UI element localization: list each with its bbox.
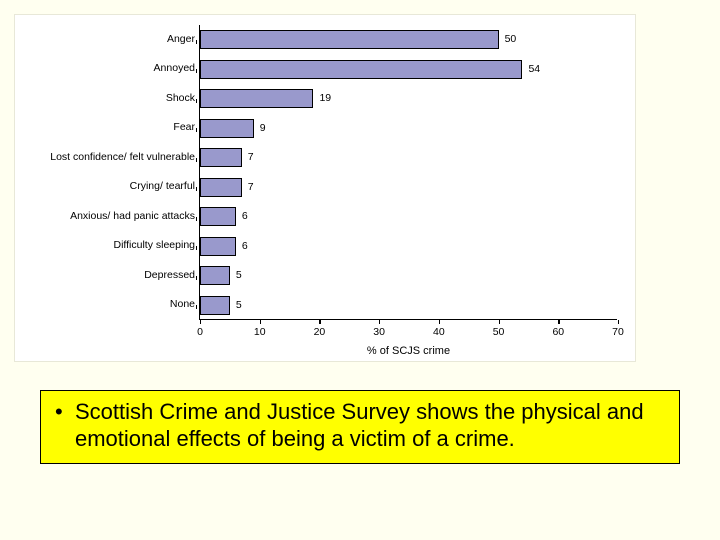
bar [200, 119, 254, 138]
bar-row: 54 [200, 55, 617, 85]
plot-area: % of SCJS crime 505419977665501020304050… [199, 25, 617, 320]
bar-value-label: 6 [238, 237, 248, 256]
bar-row: 7 [200, 173, 617, 203]
x-tick-label: 50 [493, 326, 505, 338]
category-label: Fear [15, 122, 195, 134]
x-tick-label: 60 [552, 326, 564, 338]
bar-value-label: 50 [501, 30, 517, 49]
bar [200, 30, 499, 49]
bar [200, 296, 230, 315]
category-label: Crying/ tearful [15, 181, 195, 193]
bar-row: 50 [200, 25, 617, 55]
x-axis-label: % of SCJS crime [367, 345, 450, 357]
bar [200, 207, 236, 226]
category-label: Lost confidence/ felt vulnerable [15, 152, 195, 164]
bar [200, 178, 242, 197]
bar-row: 19 [200, 84, 617, 114]
x-tick-label: 40 [433, 326, 445, 338]
bar-value-label: 6 [238, 207, 248, 226]
bar-row: 6 [200, 202, 617, 232]
chart-container: % of SCJS crime 505419977665501020304050… [14, 14, 636, 362]
x-tick-label: 70 [612, 326, 624, 338]
bar [200, 266, 230, 285]
x-tick-label: 20 [314, 326, 326, 338]
bar [200, 237, 236, 256]
caption-box: Scottish Crime and Justice Survey shows … [40, 390, 680, 464]
bar-value-label: 7 [244, 178, 254, 197]
bar [200, 60, 522, 79]
bar [200, 148, 242, 167]
category-label: Anxious/ had panic attacks [15, 211, 195, 223]
category-label: Anger [15, 34, 195, 46]
bar-value-label: 9 [256, 119, 266, 138]
category-label: Difficulty sleeping [15, 240, 195, 252]
bar-value-label: 19 [315, 89, 331, 108]
caption-bullet: Scottish Crime and Justice Survey shows … [53, 399, 667, 453]
category-label: Depressed [15, 270, 195, 282]
bar [200, 89, 313, 108]
bar-row: 5 [200, 291, 617, 321]
bar-value-label: 54 [524, 60, 540, 79]
bar-value-label: 7 [244, 148, 254, 167]
category-label: Annoyed [15, 63, 195, 75]
bar-row: 9 [200, 114, 617, 144]
bar-row: 6 [200, 232, 617, 262]
bar-row: 5 [200, 261, 617, 291]
category-label: None [15, 299, 195, 311]
bar-value-label: 5 [232, 296, 242, 315]
x-tick-label: 10 [254, 326, 266, 338]
category-label: Shock [15, 93, 195, 105]
x-tick-label: 30 [373, 326, 385, 338]
x-tick-label: 0 [197, 326, 203, 338]
bar-value-label: 5 [232, 266, 242, 285]
bar-row: 7 [200, 143, 617, 173]
